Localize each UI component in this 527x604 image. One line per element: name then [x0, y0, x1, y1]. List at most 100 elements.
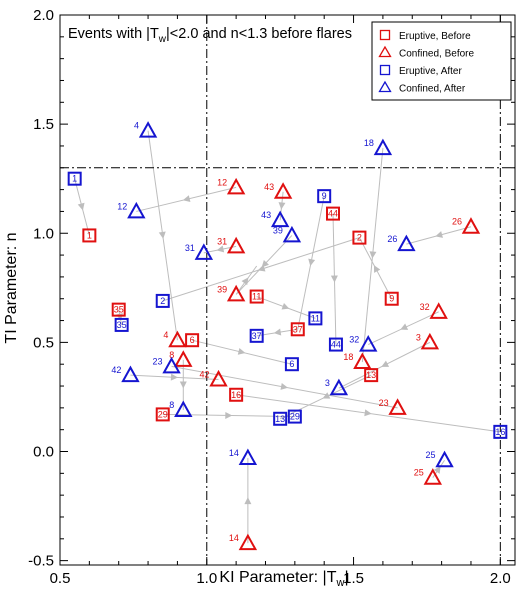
confined-before-label: 42	[200, 369, 210, 379]
y-tick-label: 0.0	[33, 444, 54, 461]
confined-before-label: 39	[217, 284, 227, 294]
eruptive-after-marker	[273, 411, 288, 426]
arrows-layer	[74, 130, 501, 544]
x-tick-label: 2.0	[490, 570, 511, 587]
eruptive-after-marker	[493, 424, 508, 439]
eruptive-before-label: 2	[357, 233, 362, 243]
legend-label: Confined, After	[399, 84, 466, 95]
eruptive-after-marker	[287, 409, 302, 424]
x-axis-label: KI Parameter: |Tw|	[219, 569, 348, 589]
confined-after-marker	[194, 243, 214, 260]
arrow-head	[237, 347, 246, 355]
arrow-head	[369, 251, 377, 259]
arrow-head	[241, 277, 249, 286]
legend-label: Eruptive, Before	[399, 31, 471, 42]
arrow-head	[244, 497, 252, 505]
arrow-head	[77, 202, 85, 211]
eruptive-after-label: 37	[252, 331, 262, 341]
confined-after-marker	[282, 225, 302, 243]
arrow-head	[216, 245, 225, 253]
arrow-head	[158, 231, 166, 239]
confined-after-marker	[373, 138, 393, 156]
confined-after-label: 4	[134, 121, 139, 131]
confined-before-marker	[423, 468, 443, 485]
eruptive-after-marker	[317, 189, 332, 204]
confined-after-marker	[127, 201, 146, 219]
confined-after-label: 31	[185, 243, 195, 253]
eruptive-before-marker	[384, 291, 399, 306]
x-tick-label: 1.0	[196, 570, 217, 587]
confined-after-label: 43	[261, 210, 271, 220]
confined-before-marker	[420, 332, 440, 350]
y-axis-label: TI Parameter: n	[3, 232, 20, 343]
eruptive-before-label: 13	[366, 370, 376, 380]
eruptive-before-label: 16	[231, 390, 241, 400]
confined-before-label: 26	[452, 217, 462, 227]
confined-after-label: 14	[229, 448, 239, 458]
confined-before-marker	[353, 352, 372, 370]
eruptive-after-label: 6	[289, 359, 294, 369]
confined-after-marker	[435, 450, 454, 468]
arrow-head	[373, 265, 381, 273]
eruptive-after-label: 16	[495, 427, 505, 437]
eruptive-after-label: 1	[72, 174, 77, 184]
y-tick-label: 0.5	[33, 334, 54, 351]
confined-after-label: 26	[387, 234, 397, 244]
legend-label: Eruptive, After	[399, 66, 462, 77]
confined-before-label: 25	[414, 468, 424, 478]
legend-label: Confined, Before	[399, 49, 474, 60]
arrow-head	[400, 323, 409, 330]
arrow-head	[308, 258, 316, 267]
arrow-head	[182, 195, 191, 203]
eruptive-after-label: 35	[117, 320, 127, 330]
confined-before-label: 18	[343, 352, 353, 362]
eruptive-before-marker	[111, 302, 126, 317]
confined-after-label: 25	[426, 450, 436, 460]
arrow-head	[278, 202, 286, 210]
y-tick-label: 1.5	[33, 116, 54, 133]
arrow-head	[433, 466, 441, 474]
plot-frame: 0.5 1.0 1.5 2.0 -0.5 0.0 0.5 1.0 1.5 2.0	[28, 7, 516, 587]
arrow-head	[330, 275, 338, 283]
eruptive-after-marker	[155, 293, 170, 308]
legend: Eruptive, Before Confined, Before Eruptive…	[371, 21, 512, 101]
eruptive-before-label: 11	[252, 292, 261, 302]
confined-before-marker	[388, 398, 407, 415]
confined-before-marker	[226, 284, 246, 302]
eruptive-before-label: 6	[190, 335, 195, 345]
confined-before-marker	[238, 533, 258, 551]
eruptive-after-label: 9	[322, 191, 327, 201]
confined-before-marker	[168, 330, 187, 348]
eruptive-before-marker	[155, 407, 170, 422]
y-tick-label: 1.0	[33, 225, 54, 242]
eruptive-before-label: 37	[293, 324, 303, 334]
confined-before-label: 14	[229, 533, 239, 543]
eruptive-after-label: 2	[160, 296, 165, 306]
confined-before-marker	[226, 236, 246, 254]
confined-before-label: 3	[416, 332, 421, 342]
arrow-head	[280, 383, 289, 390]
eruptive-after-marker	[284, 357, 299, 372]
confined-after-label: 3	[325, 378, 330, 388]
y-tick-label: -0.5	[28, 553, 54, 570]
x-tick-label: 0.5	[50, 570, 71, 587]
eruptive-after-marker	[308, 311, 323, 326]
eruptive-before-label: 9	[389, 294, 394, 304]
confined-after-marker	[238, 448, 258, 466]
x-tick-label: 1.5	[343, 570, 364, 587]
confined-after-marker	[174, 400, 193, 418]
arrow-head	[179, 381, 187, 389]
confined-after-marker	[162, 356, 181, 374]
eruptive-before-marker	[326, 206, 340, 221]
arrow-head	[225, 411, 233, 419]
confined-after-marker	[397, 234, 416, 252]
confined-before-marker	[226, 177, 246, 195]
confined-after-label: 39	[273, 225, 283, 235]
confined-after-label: 32	[349, 335, 359, 345]
eruptive-before-marker	[185, 333, 200, 348]
eruptive-after-marker	[67, 171, 82, 186]
eruptive-after-label: 11	[311, 313, 320, 323]
eruptive-before-marker	[364, 368, 379, 383]
arrow-head	[273, 328, 282, 336]
